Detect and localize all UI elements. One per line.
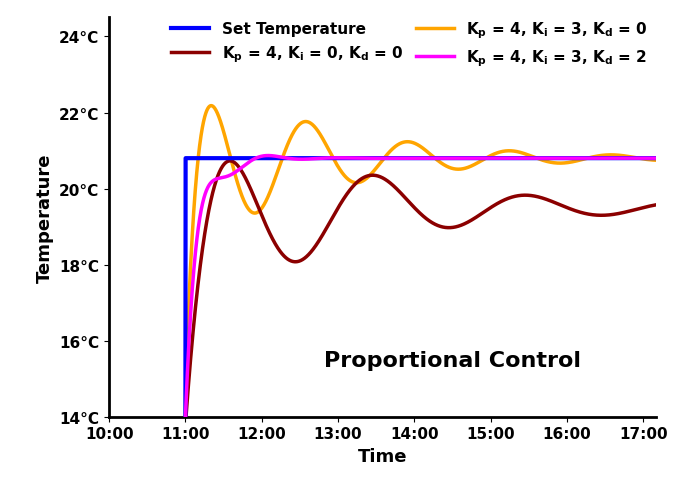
Y-axis label: Temperature: Temperature: [36, 153, 53, 282]
Legend: Set Temperature, $\mathbf{K_p}$ = 4, $\mathbf{K_i}$ = 0, $\mathbf{K_d}$ = 0, $\m: Set Temperature, $\mathbf{K_p}$ = 4, $\m…: [165, 14, 654, 75]
Text: Proportional Control: Proportional Control: [324, 350, 581, 370]
X-axis label: Time: Time: [358, 447, 407, 465]
